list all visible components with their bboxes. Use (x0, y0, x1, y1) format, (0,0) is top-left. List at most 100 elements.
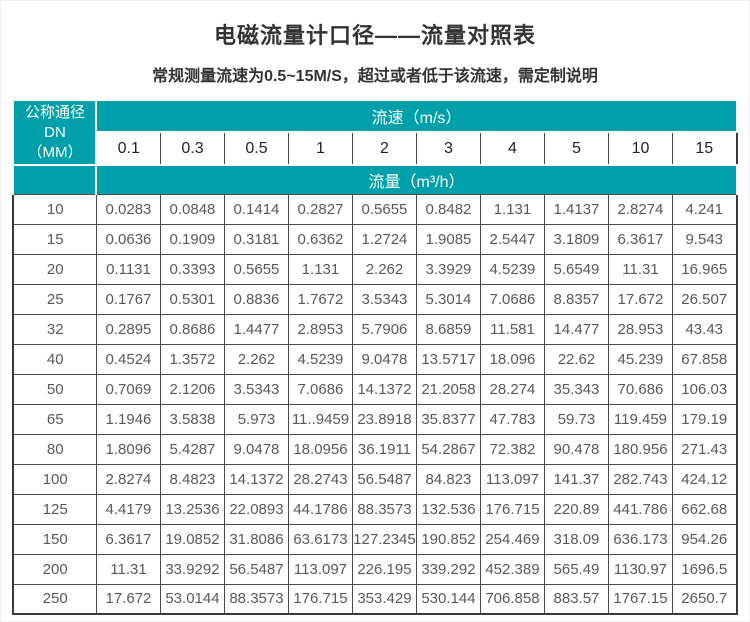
flow-value-cell: 72.382 (479, 433, 545, 465)
flow-value-cell: 662.68 (671, 493, 738, 525)
flow-value-cell: 424.12 (671, 463, 738, 495)
page-subtitle: 常规测量流速为0.5~15M/S，超过或者低于该流速，需定制说明 (152, 68, 598, 85)
flow-value-cell: 28.953 (607, 313, 673, 345)
flow-value-cell: 0.0283 (95, 193, 161, 225)
flow-value-cell: 2.8953 (287, 313, 353, 345)
dn-cell: 25 (12, 283, 97, 315)
table-row: 125 4.4179 13.2536 22.0893 44.1786 88.3573 132… (12, 493, 738, 525)
flow-value-cell: 84.823 (415, 463, 481, 495)
flow-value-cell: 4.241 (671, 193, 738, 225)
flow-value-cell: 44.1786 (287, 493, 353, 525)
flow-value-cell: 271.43 (671, 433, 738, 465)
velocity-value-cell: 4 (479, 131, 545, 166)
flow-value-cell: 14.1372 (351, 373, 417, 405)
flow-value-cell: 119.459 (607, 403, 673, 435)
dn-cell: 50 (12, 373, 97, 405)
flow-value-cell: 53.0144 (159, 583, 225, 615)
flow-value-cell: 0.0848 (159, 193, 225, 225)
flow-value-cell: 2.1206 (159, 373, 225, 405)
flow-value-cell: 3.5343 (351, 283, 417, 315)
flow-value-cell: 1.4477 (223, 313, 289, 345)
velocity-value-cell: 15 (671, 131, 738, 166)
flow-value-cell: 636.173 (607, 523, 673, 555)
table-row: 250 17.672 53.0144 88.3573 176.715 353.429 530… (12, 583, 738, 615)
dn-cell: 32 (12, 313, 97, 345)
flow-value-cell: 6.3617 (95, 523, 161, 555)
flow-value-cell: 70.686 (607, 373, 673, 405)
velocity-value-cell: 10 (607, 131, 673, 166)
dn-cell: 20 (12, 253, 97, 285)
page-title: 电磁流量计口径——流量对照表 (213, 23, 536, 48)
flow-value-cell: 1.2724 (351, 223, 417, 255)
flow-value-cell: 5.973 (223, 403, 289, 435)
flow-value-cell: 530.144 (415, 583, 481, 615)
flow-value-cell: 9.0478 (351, 343, 417, 375)
flow-table-body: 10 0.0283 0.0848 0.1414 0.2827 0.5655 0.8482 1.… (12, 193, 738, 615)
flow-value-cell: 254.469 (479, 523, 545, 555)
flow-value-cell: 33.9292 (159, 553, 225, 585)
flow-value-cell: 0.1909 (159, 223, 225, 255)
dn-cell: 40 (12, 343, 97, 375)
flow-value-cell: 0.4524 (95, 343, 161, 375)
dn-cell: 65 (12, 403, 97, 435)
flow-value-cell: 31.8086 (223, 523, 289, 555)
flow-value-cell: 452.389 (479, 553, 545, 585)
flow-value-cell: 176.715 (479, 493, 545, 525)
flow-value-cell: 2.5447 (479, 223, 545, 255)
flow-value-cell: 11.31 (607, 253, 673, 285)
header-row-velocity: 公称通径DN （MM） 流速（m/s） (12, 99, 738, 166)
flow-value-cell: 0.2827 (287, 193, 353, 225)
flow-value-cell: 1.3572 (159, 343, 225, 375)
flow-value-cell: 226.195 (351, 553, 417, 585)
flow-value-cell: 0.5301 (159, 283, 225, 315)
dn-cell: 15 (12, 223, 97, 255)
flow-value-cell: 21.2058 (415, 373, 481, 405)
flow-value-cell: 54.2867 (415, 433, 481, 465)
flow-value-cell: 36.1911 (351, 433, 417, 465)
velocity-value-cell: 0.5 (223, 131, 289, 166)
flow-value-cell: 353.429 (351, 583, 417, 615)
flow-value-cell: 4.5239 (287, 343, 353, 375)
flow-value-cell: 282.743 (607, 463, 673, 495)
flow-value-cell: 18.096 (479, 343, 545, 375)
flow-value-cell: 26.507 (671, 283, 738, 315)
flow-value-cell: 441.786 (607, 493, 673, 525)
table-row: 80 1.8096 5.4287 9.0478 18.0956 36.1911 54.286… (12, 433, 738, 465)
flow-value-cell: 190.852 (415, 523, 481, 555)
flow-value-cell: 1.131 (479, 193, 545, 225)
table-row: 32 0.2895 0.8686 1.4477 2.8953 5.7906 8.6859 11… (12, 313, 738, 345)
flow-value-cell: 8.4823 (159, 463, 225, 495)
flow-value-cell: 22.0893 (223, 493, 289, 525)
flow-value-cell: 2.262 (351, 253, 417, 285)
flow-value-cell: 18.0956 (287, 433, 353, 465)
flow-value-cell: 2.8274 (95, 463, 161, 495)
flow-value-cell: 67.858 (671, 343, 738, 375)
table-row: 15 0.0636 0.1909 0.3181 0.6362 1.2724 1.9085 2.… (12, 223, 738, 255)
table-row: 65 1.1946 3.5838 5.973 11..9459 23.8918 35.837… (12, 403, 738, 435)
velocity-value-cell: 5 (543, 131, 609, 166)
velocity-value-cell: 3 (415, 131, 481, 166)
flow-value-cell: 3.5838 (159, 403, 225, 435)
flow-value-cell: 2650.7 (671, 583, 738, 615)
flow-value-cell: 22.62 (543, 343, 609, 375)
dn-header-line1: 公称通径DN (24, 103, 85, 141)
flow-value-cell: 0.8686 (159, 313, 225, 345)
flow-value-cell: 0.2895 (95, 313, 161, 345)
flow-value-cell: 0.7069 (95, 373, 161, 405)
flow-value-cell: 1130.97 (607, 553, 673, 585)
velocity-values-row: 0.1 0.3 0.5 1 2 3 4 5 10 15 (13, 131, 738, 166)
flow-value-cell: 1767.15 (607, 583, 673, 615)
flow-value-cell: 0.8836 (223, 283, 289, 315)
flow-value-cell: 0.5655 (223, 253, 289, 285)
flow-value-cell: 8.6859 (415, 313, 481, 345)
flow-value-cell: 954.26 (671, 523, 738, 555)
flow-value-cell: 17.672 (607, 283, 673, 315)
flow-value-cell: 1.131 (287, 253, 353, 285)
flow-value-cell: 5.4287 (159, 433, 225, 465)
dn-header-line2: （MM） (27, 143, 83, 161)
velocity-value-cell: 1 (287, 131, 353, 166)
flow-value-cell: 1.1946 (95, 403, 161, 435)
flow-value-cell: 8.8357 (543, 283, 609, 315)
flow-value-cell: 0.1414 (223, 193, 289, 225)
table-row: 200 11.31 33.9292 56.5487 113.097 226.195 339.… (12, 553, 738, 585)
